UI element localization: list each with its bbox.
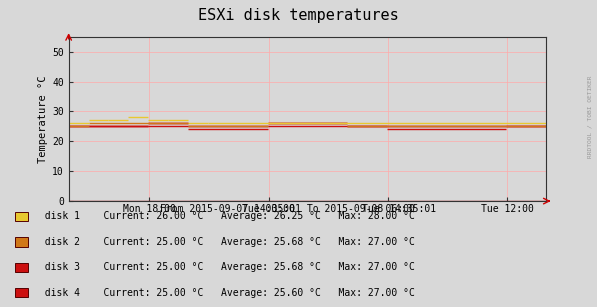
Y-axis label: Temperature °C: Temperature °C <box>38 75 48 163</box>
Text: disk 4    Current: 25.00 °C   Average: 25.60 °C   Max: 27.00 °C: disk 4 Current: 25.00 °C Average: 25.60 … <box>33 288 415 298</box>
Text: From 2015-09-07 14:35:01 To 2015-09-08 14:35:01: From 2015-09-07 14:35:01 To 2015-09-08 1… <box>161 204 436 214</box>
Text: disk 3    Current: 25.00 °C   Average: 25.68 °C   Max: 27.00 °C: disk 3 Current: 25.00 °C Average: 25.68 … <box>33 262 415 272</box>
Text: disk 1    Current: 26.00 °C   Average: 26.25 °C   Max: 28.00 °C: disk 1 Current: 26.00 °C Average: 26.25 … <box>33 212 415 221</box>
Text: RRDTOOL / TOBI OETIKER: RRDTOOL / TOBI OETIKER <box>588 76 593 158</box>
Text: disk 2    Current: 25.00 °C   Average: 25.68 °C   Max: 27.00 °C: disk 2 Current: 25.00 °C Average: 25.68 … <box>33 237 415 247</box>
Text: ESXi disk temperatures: ESXi disk temperatures <box>198 8 399 23</box>
